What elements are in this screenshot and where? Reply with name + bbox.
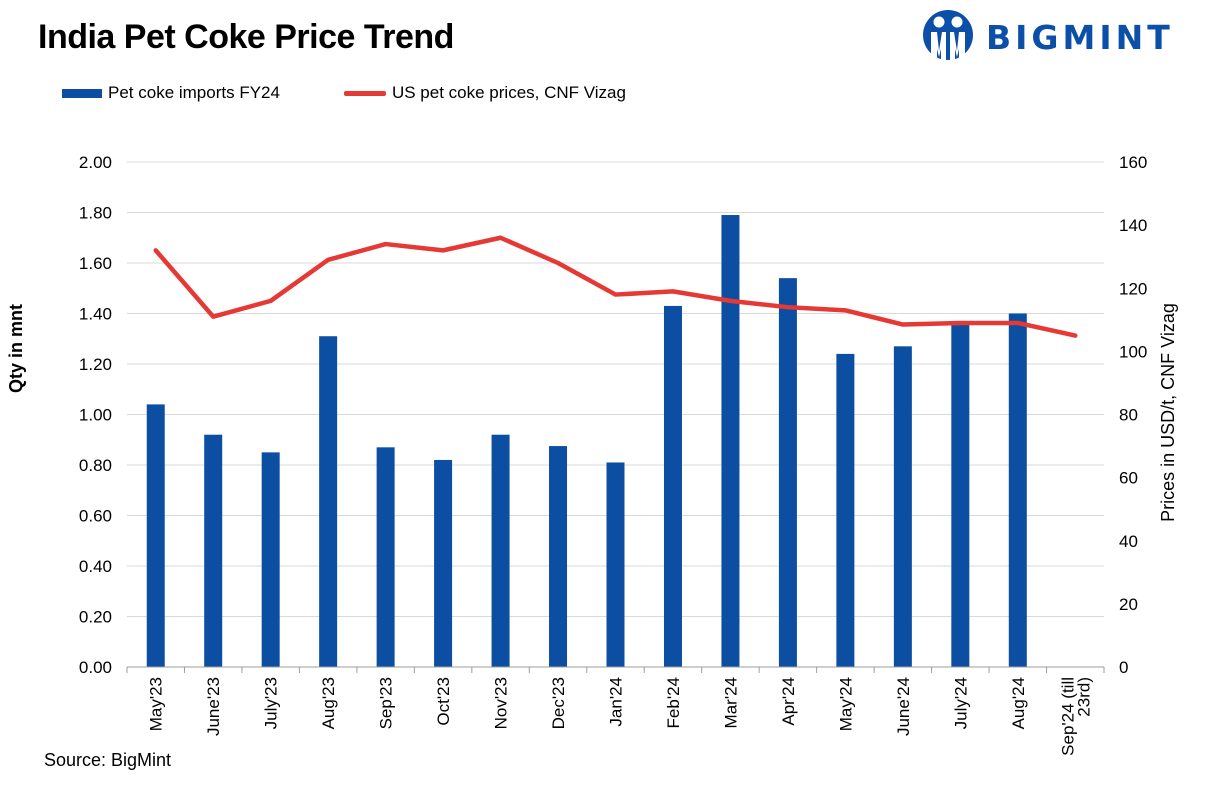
x-category-label: June'24 [894,677,913,736]
price-point [844,309,846,311]
bar [261,452,280,667]
x-category-label: Mar'24 [721,677,740,728]
source-note: Source: BigMint [44,750,172,770]
price-point [787,306,789,308]
price-point [729,300,731,302]
x-category-label: Aug'23 [319,677,338,729]
bar [893,346,912,667]
price-point [155,249,157,251]
x-category-label: Sep'24 (till23rd) [1058,677,1093,756]
bar [836,353,855,667]
legend-item-bars: Pet coke imports FY24 [62,83,280,103]
x-category-label: Jan'24 [607,677,626,727]
bigmint-logo: BIGMINT [922,6,1174,68]
bar [319,336,338,667]
price-point [1017,322,1019,324]
chart-title: India Pet Coke Price Trend [38,18,454,56]
bar [721,215,740,667]
y-left-tick-label: 0.00 [79,658,112,677]
bar [778,278,797,667]
legend-swatch-bars [62,88,102,98]
y-right-tick-label: 0 [1119,658,1128,677]
x-category-label: Nov'23 [492,677,511,729]
y-left-tick-label: 1.20 [79,355,112,374]
legend-swatch-line [343,90,386,96]
bar [434,459,453,667]
price-point [212,316,214,318]
x-category-label: July'24 [951,677,970,729]
y-right-tick-label: 40 [1119,532,1138,551]
bar [549,446,568,667]
x-category-label: May'24 [836,677,855,731]
x-category-label: July'23 [262,677,281,729]
y-left-axis-title: Qty in mnt [6,304,26,393]
y-left-tick-label: 1.40 [79,305,112,324]
price-point [500,237,502,239]
x-category-label: May'23 [147,677,166,731]
y-right-axis-title: Prices in USD/t, CNF Vizag [1158,303,1178,522]
price-point [442,249,444,251]
x-category-label: Dec'23 [549,677,568,729]
legend-label-line: US pet coke prices, CNF Vizag [391,83,626,102]
y-right-tick-label: 100 [1119,342,1147,361]
x-category-label: June'23 [204,677,223,736]
price-point [557,262,559,264]
y-right-tick-label: 140 [1119,216,1147,235]
bar [606,462,625,667]
legend-label-bars: Pet coke imports FY24 [108,83,280,102]
brand-name: BIGMINT [986,17,1174,57]
y-right-tick-label: 60 [1119,469,1138,488]
y-left-tick-label: 2.00 [79,153,112,172]
price-point [959,322,961,324]
bar [376,447,395,667]
bar [663,305,682,667]
x-category-label: Aug'24 [1009,677,1028,729]
y-right-tick-label: 80 [1119,406,1138,425]
bar [146,404,165,667]
price-point [615,294,616,296]
y-left-tick-label: 1.80 [79,204,112,223]
price-point [672,290,674,292]
y-left-tick-label: 0.80 [79,456,112,475]
y-left-tick-label: 1.60 [79,254,112,273]
y-left-tick-label: 1.00 [79,406,112,425]
bar [951,321,970,667]
chart-legend: Pet coke imports FY24 US pet coke prices… [62,83,690,103]
y-right-tick-label: 120 [1119,279,1147,298]
x-category-label: Oct'23 [434,677,453,726]
bar [1008,313,1027,667]
x-category-label: Feb'24 [664,677,683,728]
y-left-tick-label: 0.60 [79,507,112,526]
price-point [327,259,329,261]
price-line [153,235,1078,338]
x-category-label: Apr'24 [779,677,798,726]
y-left-tick-label: 0.20 [79,608,112,627]
price-point [902,324,904,326]
bar [204,434,223,667]
y-right-tick-label: 20 [1119,595,1138,614]
x-category-label: Sep'23 [377,677,396,729]
legend-item-line: US pet coke prices, CNF Vizag [343,83,626,103]
bar [491,434,510,667]
price-point [270,300,272,302]
bigmint-logo-icon [923,10,973,63]
price-point [1074,335,1076,337]
y-left-tick-label: 0.40 [79,557,112,576]
y-right-tick-label: 160 [1119,153,1147,172]
price-point [385,243,387,245]
